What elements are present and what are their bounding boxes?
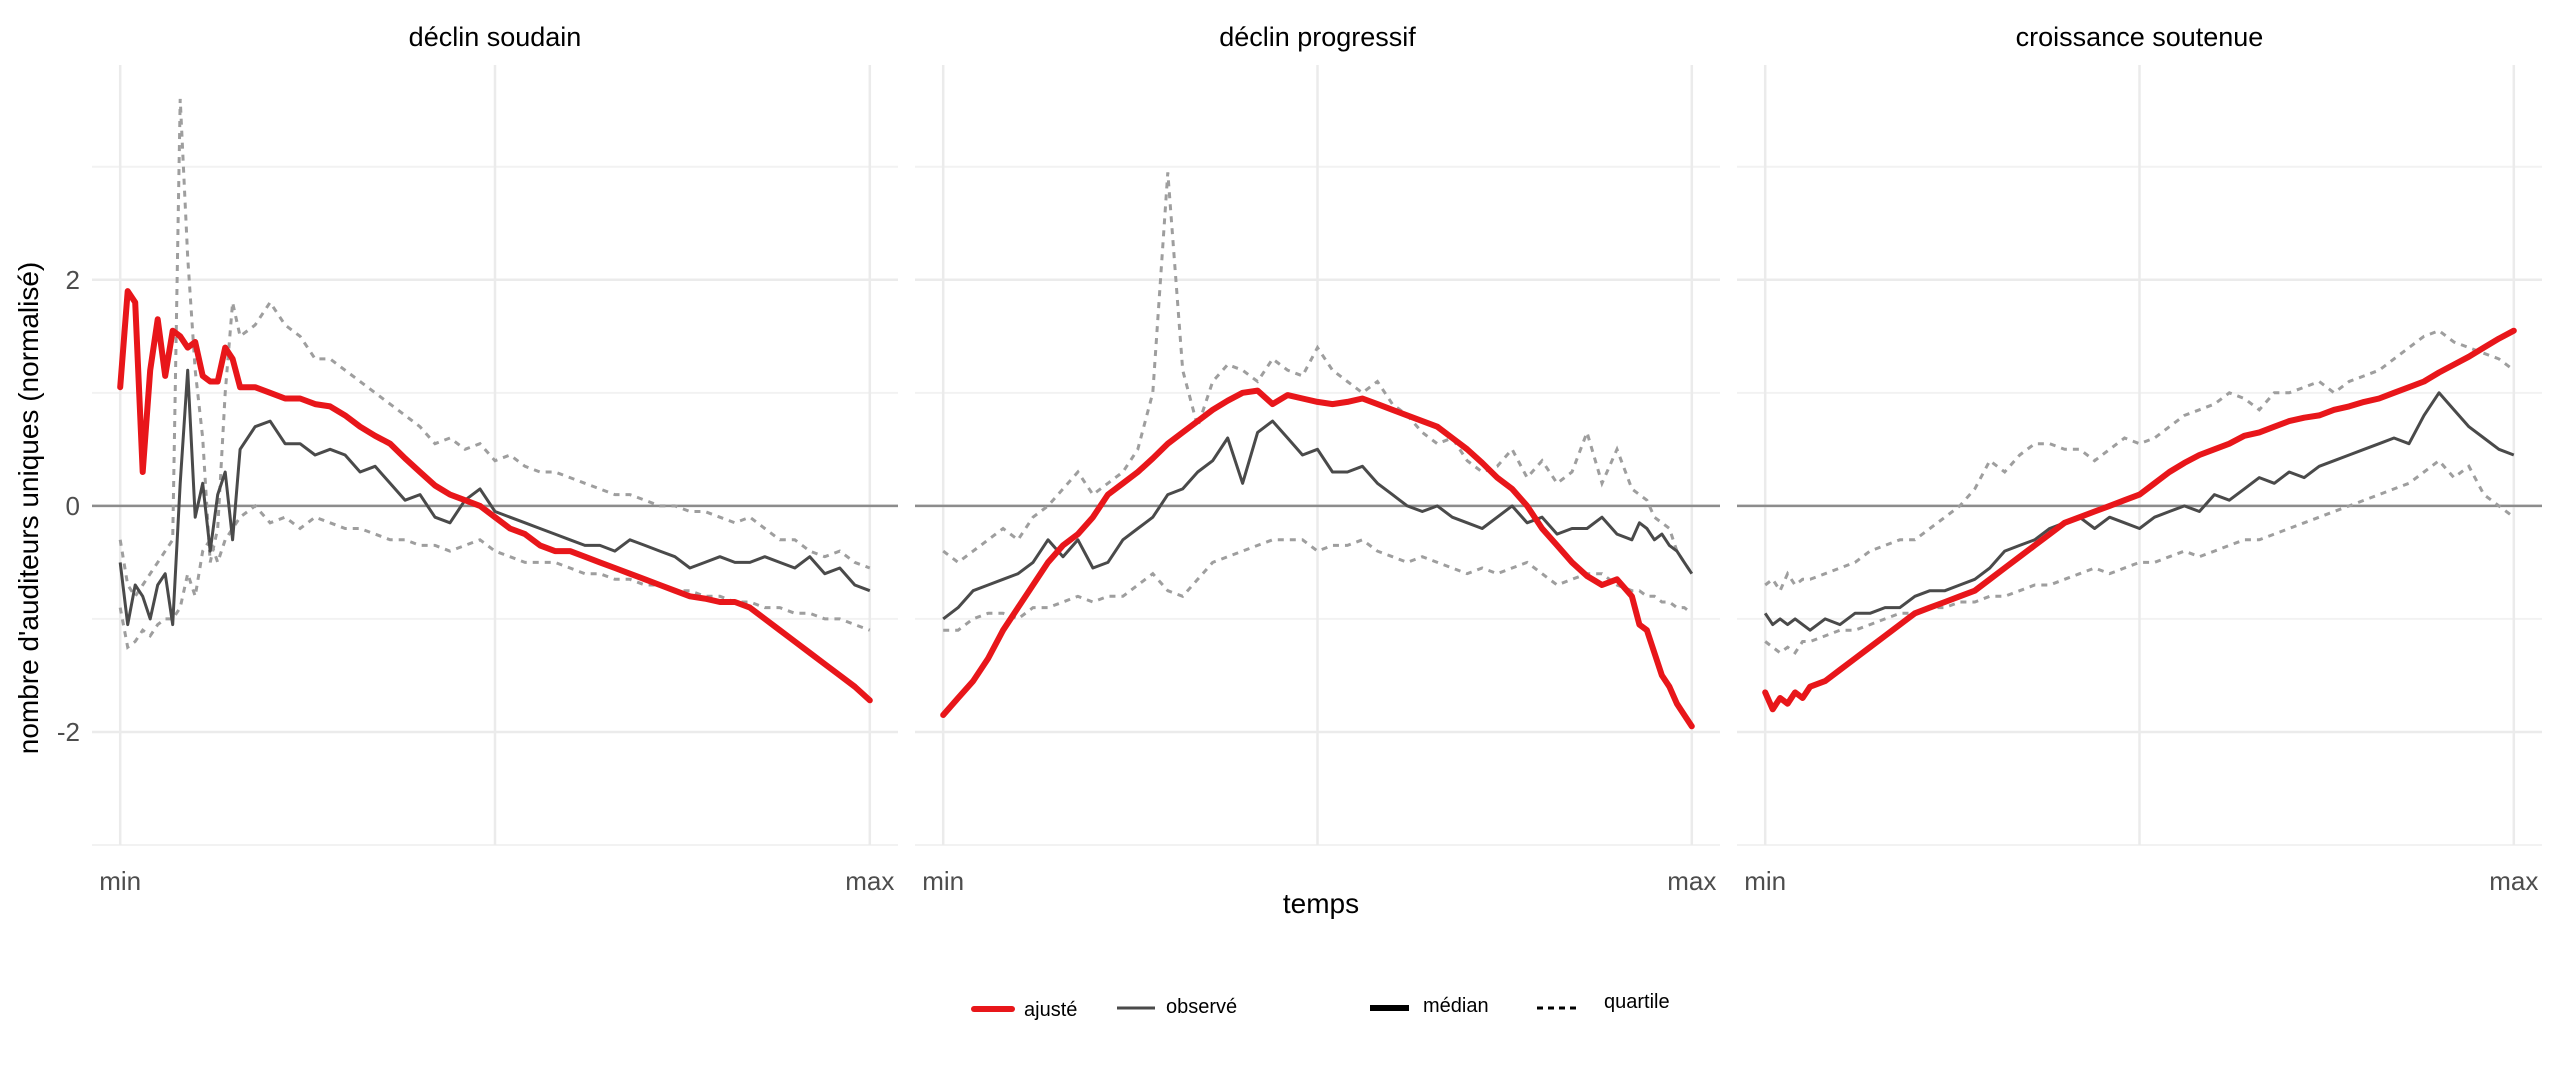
x-tick-label-max: max [2489,866,2538,896]
panel-2: déclin progressif min max [915,22,1720,896]
series-observed-median [942,419,1694,621]
x-axis-title: temps [1283,888,1359,919]
panel-3: croissance soutenue min max [1737,22,2542,896]
x-tick-label-min: min [99,866,141,896]
panel-title: déclin progressif [1219,22,1416,52]
legend-label-observed: observé [1166,996,1237,1018]
series-observed-q75 [942,172,1694,575]
panel-1: déclin soudain min max -2 0 2 [57,22,898,896]
series-observed-q75 [118,98,871,600]
y-tick-label-2: 2 [66,265,80,295]
series-observed-q25 [943,538,1693,632]
x-tick-label-min: min [1744,866,1786,896]
series-observed-median [1763,391,2515,632]
y-axis-title: nombre d'auditeurs uniques (normalisé) [13,262,44,755]
y-tick-label-0: -2 [57,717,80,747]
series-observed-median [118,368,871,627]
series-observed-q25 [1764,458,2515,655]
panel-title: déclin soudain [409,22,582,52]
legend: ajusté observé médian quartile [971,991,1670,1021]
legend-label-fitted: ajusté [1024,999,1077,1021]
panel-title: croissance soutenue [2016,22,2264,52]
legend-label-median: médian [1423,995,1489,1017]
series-fitted-median [117,288,873,704]
series-fitted-median [1762,327,2517,713]
x-tick-label-min: min [922,866,964,896]
series-observed-q75 [1764,329,2515,594]
legend-label-quartile: quartile [1604,991,1670,1013]
series-observed-q25 [118,503,871,650]
y-tick-label-1: 0 [66,491,80,521]
x-tick-label-max: max [1667,866,1716,896]
x-tick-label-max: max [845,866,894,896]
series-fitted-median [940,387,1695,730]
